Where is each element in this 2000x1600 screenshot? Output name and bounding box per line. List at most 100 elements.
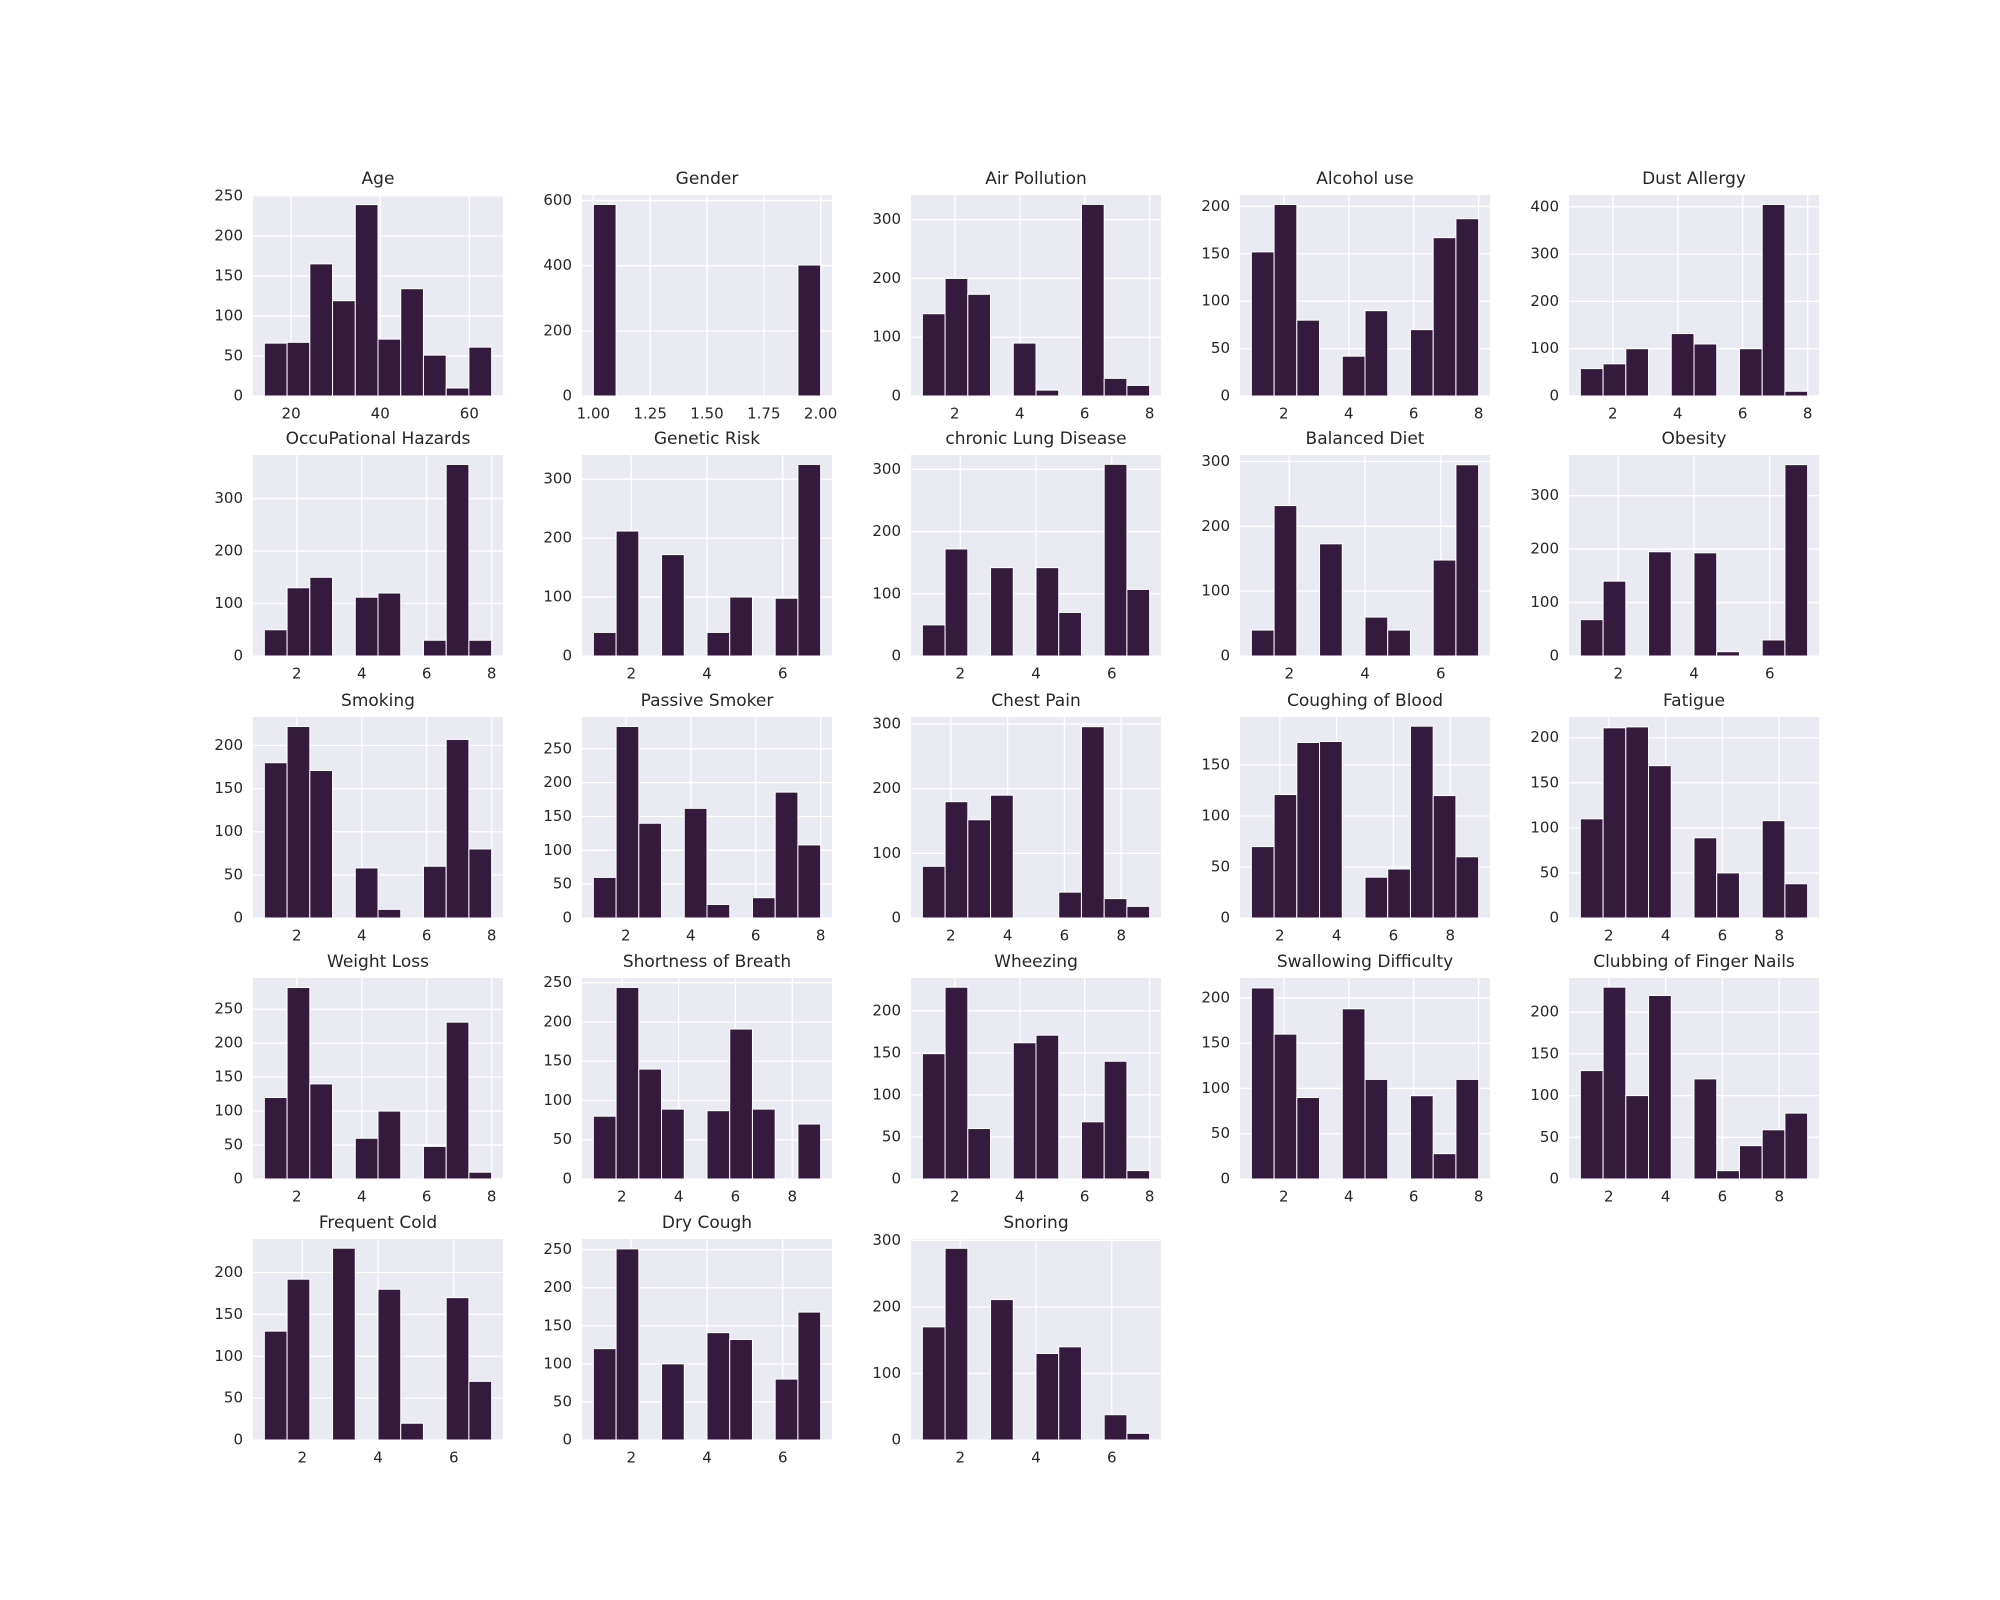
x-tick-label: 6 <box>1060 927 1070 945</box>
x-tick-label: 2 <box>950 405 960 423</box>
y-tick-label: 0 <box>891 647 901 665</box>
bar <box>1761 203 1786 397</box>
y-tick-label: 300 <box>872 210 901 228</box>
x-tick-label: 1.00 <box>577 405 610 423</box>
y-tick-label: 100 <box>543 588 572 606</box>
y-tick-label: 200 <box>1201 517 1230 535</box>
y-tick-label: 0 <box>1549 647 1559 665</box>
y-tick-label: 600 <box>543 191 572 209</box>
x-tick-label: 4 <box>702 1449 712 1467</box>
bar <box>1296 742 1321 919</box>
y-tick-label: 200 <box>1530 540 1559 558</box>
chart-title: Dust Allergy <box>1642 169 1746 189</box>
y-tick-label: 200 <box>214 736 243 754</box>
y-tick-label: 300 <box>1201 452 1230 470</box>
bar <box>468 1380 493 1441</box>
x-tick-label: 2 <box>626 665 636 683</box>
bar <box>1273 1033 1298 1180</box>
y-tick-label: 50 <box>553 1130 572 1148</box>
y-tick-label: 150 <box>214 1068 243 1086</box>
bar <box>468 346 493 397</box>
bar <box>422 639 447 657</box>
bar <box>1784 1112 1809 1180</box>
bar <box>1761 639 1786 657</box>
x-tick-label: 1.50 <box>690 405 723 423</box>
bar <box>967 819 992 919</box>
y-tick-label: 0 <box>891 909 901 927</box>
x-tick-label: 8 <box>787 1188 797 1206</box>
x-tick-label: 4 <box>1661 927 1671 945</box>
y-tick-label: 300 <box>543 470 572 488</box>
x-tick-label: 6 <box>1738 405 1748 423</box>
y-tick-label: 250 <box>543 1240 572 1258</box>
y-tick-label: 200 <box>543 321 572 339</box>
y-tick-label: 100 <box>872 1085 901 1103</box>
x-tick-label: 6 <box>1409 405 1419 423</box>
y-tick-label: 150 <box>1201 1034 1230 1052</box>
y-tick-label: 300 <box>1530 486 1559 504</box>
y-tick-label: 100 <box>1530 593 1559 611</box>
y-tick-label: 100 <box>1201 292 1230 310</box>
bar <box>1761 1129 1786 1180</box>
bar <box>751 1108 776 1180</box>
bar <box>354 1137 379 1180</box>
bar <box>1035 1034 1060 1180</box>
bar <box>1409 329 1434 397</box>
bar <box>445 738 470 919</box>
bar <box>921 313 946 397</box>
x-tick-label: 20 <box>282 405 301 423</box>
bar <box>286 725 311 919</box>
bar <box>921 1326 946 1441</box>
bar <box>638 1068 663 1180</box>
bar <box>1126 384 1151 397</box>
x-tick-label: 6 <box>1718 927 1728 945</box>
y-tick-label: 50 <box>553 875 572 893</box>
bar <box>1738 348 1763 397</box>
y-tick-label: 250 <box>214 186 243 204</box>
y-tick-label: 50 <box>882 1127 901 1145</box>
bar <box>263 1097 288 1180</box>
x-tick-label: 4 <box>1689 665 1699 683</box>
y-tick-label: 0 <box>1220 387 1230 405</box>
bar <box>445 463 470 657</box>
x-tick-label: 2 <box>1604 1188 1614 1206</box>
y-tick-label: 150 <box>872 1043 901 1061</box>
bar <box>263 342 288 397</box>
bar <box>332 1247 356 1441</box>
bar <box>592 631 617 657</box>
x-tick-label: 6 <box>422 927 432 945</box>
bar <box>377 1110 402 1180</box>
bar <box>1103 1414 1128 1441</box>
bar <box>1602 986 1627 1180</box>
y-tick-label: 0 <box>562 387 572 405</box>
y-tick-label: 50 <box>1211 1124 1230 1142</box>
bar <box>1432 559 1457 657</box>
x-tick-label: 4 <box>357 1188 367 1206</box>
y-tick-label: 150 <box>543 1316 572 1334</box>
y-tick-label: 100 <box>872 584 901 602</box>
x-tick-label: 6 <box>422 665 432 683</box>
x-tick-label: 6 <box>1409 1188 1419 1206</box>
chart-title: Shortness of Breath <box>623 952 791 972</box>
x-tick-label: 8 <box>1145 405 1155 423</box>
bar <box>1035 389 1060 397</box>
y-tick-label: 300 <box>214 489 243 507</box>
bar <box>332 300 356 397</box>
bar <box>354 596 379 657</box>
x-tick-label: 6 <box>778 1449 788 1467</box>
bar <box>1648 551 1672 657</box>
bar <box>1716 872 1740 919</box>
bar <box>1602 363 1627 397</box>
y-tick-label: 100 <box>872 844 901 862</box>
chart-title: Gender <box>676 169 739 189</box>
y-tick-label: 0 <box>1549 1170 1559 1188</box>
y-tick-label: 0 <box>233 387 243 405</box>
y-tick-label: 0 <box>233 647 243 665</box>
x-tick-label: 2 <box>1275 927 1285 945</box>
chart-title: Age <box>362 169 395 189</box>
y-tick-label: 200 <box>543 529 572 547</box>
y-tick-label: 400 <box>543 256 572 274</box>
y-tick-label: 200 <box>543 773 572 791</box>
chart-title: Snoring <box>1003 1213 1068 1233</box>
x-tick-label: 6 <box>1107 665 1117 683</box>
